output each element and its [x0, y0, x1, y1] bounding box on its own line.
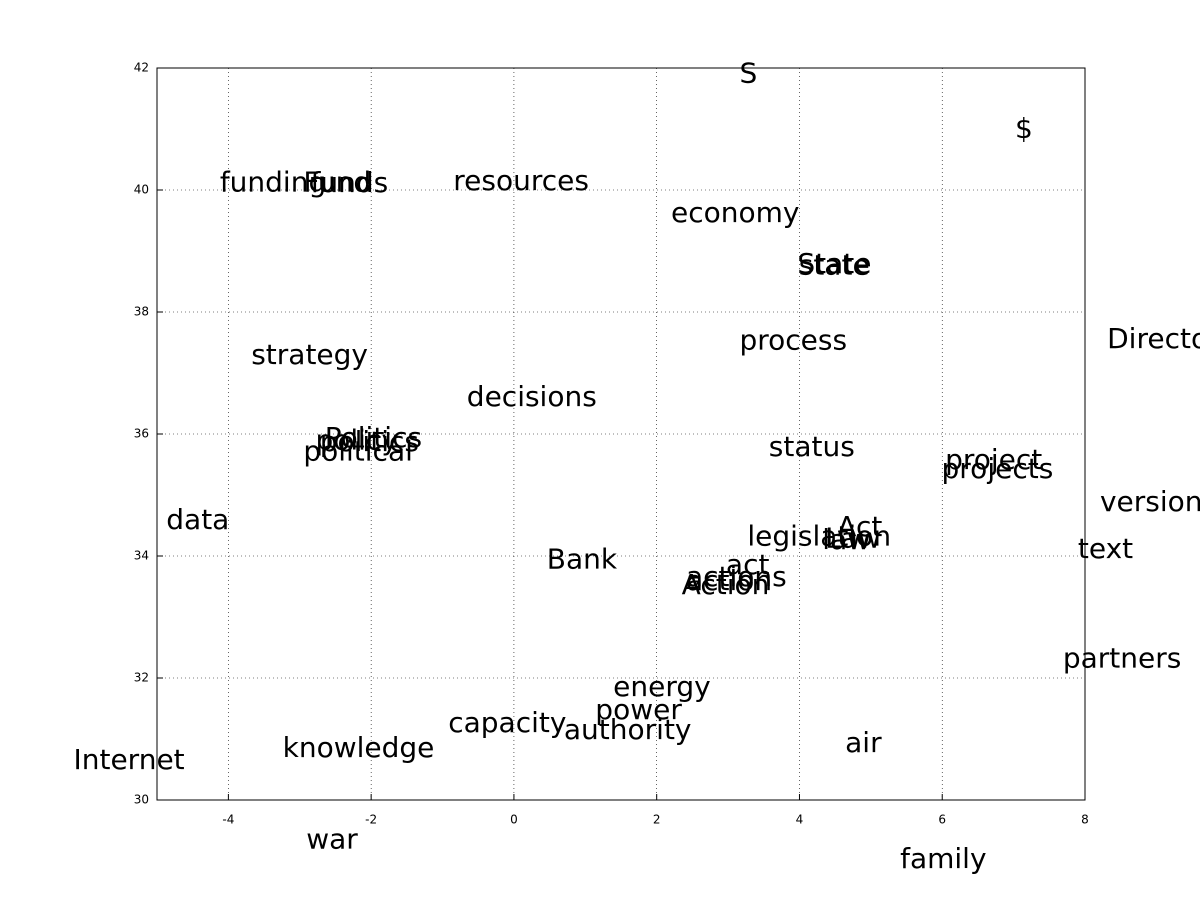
word-point: funding	[220, 165, 326, 198]
x-tick-label: 6	[938, 813, 946, 827]
y-tick-label: 32	[134, 671, 149, 685]
word-point: energy	[613, 670, 711, 703]
word-point: data	[166, 503, 229, 536]
word-point: political	[303, 434, 413, 467]
word-point: Fund	[303, 165, 371, 198]
word-point: partners	[1063, 642, 1182, 675]
word-point: policy	[315, 423, 397, 456]
y-tick-label: 38	[134, 305, 149, 319]
word-point: knowledge	[283, 731, 435, 764]
word-point: projects	[942, 452, 1054, 485]
word-point: $	[1015, 112, 1033, 145]
word-point: power	[595, 693, 682, 726]
x-tick-label: 4	[796, 813, 804, 827]
word-point: actions	[686, 560, 787, 593]
word-point: S	[739, 57, 757, 90]
word-point: strategy	[251, 338, 368, 371]
word-point: status	[769, 430, 855, 463]
x-tick-label: 0	[510, 813, 518, 827]
word-point: Law	[825, 522, 881, 555]
word-point: state	[799, 248, 870, 281]
word-point: decisions	[467, 380, 597, 413]
word-point: politics	[320, 425, 419, 458]
word-point: economy	[671, 196, 799, 229]
x-tick-label: -2	[365, 813, 377, 827]
y-tick-label: 40	[134, 183, 149, 197]
y-tick-label: 36	[134, 427, 149, 441]
word-point: family	[900, 842, 986, 875]
word-point: Internet	[73, 743, 184, 776]
word-point: law	[822, 523, 870, 556]
word-point: war	[306, 822, 358, 855]
word-point: Action	[682, 568, 770, 601]
word-point: project	[945, 443, 1042, 476]
word-point: Bank	[547, 542, 618, 575]
word-point: legislation	[747, 520, 891, 553]
word-point: Act	[837, 510, 882, 543]
word-point: text	[1078, 532, 1133, 565]
word-point: version	[1100, 485, 1200, 518]
word-point: funds	[310, 166, 388, 199]
y-tick-label: 30	[134, 793, 149, 807]
word-point: resources	[453, 164, 589, 197]
word-point: act	[726, 548, 770, 581]
x-tick-label: -4	[222, 813, 234, 827]
word-point: Director	[1107, 322, 1200, 355]
word-point: capacity	[448, 706, 566, 739]
y-tick-label: 42	[134, 61, 149, 75]
x-tick-label: 2	[653, 813, 661, 827]
word-point: action	[686, 564, 772, 597]
x-tick-label: 8	[1081, 813, 1089, 827]
word-point: process	[739, 323, 847, 356]
word-point: Politics	[325, 421, 422, 454]
word-point: authority	[564, 713, 692, 746]
y-tick-label: 34	[134, 549, 149, 563]
word-point: State	[797, 247, 871, 280]
word-point: air	[845, 726, 882, 759]
